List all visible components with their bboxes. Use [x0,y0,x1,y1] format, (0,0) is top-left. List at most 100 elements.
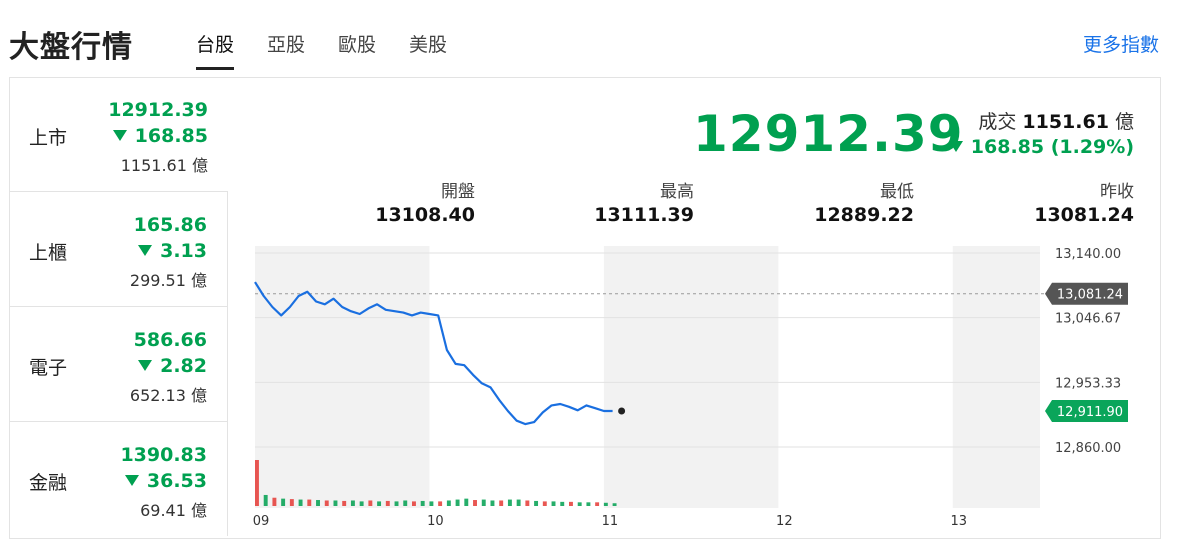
volume-bar [595,502,600,506]
turnover-value: 1151.61 [1022,111,1109,133]
tab-us[interactable]: 美股 [409,34,448,56]
volume-bar [551,501,556,506]
stat-high: 最高 13111.39 [544,177,694,226]
market-panel: 上市 12912.39 168.85 1151.61 億 上櫃 165.86 3… [9,77,1161,539]
volume-bar [272,497,277,506]
volume-bar [255,460,259,506]
stat-label: 最高 [660,182,694,202]
y-tick-label: 13,046.67 [1055,312,1121,327]
sidebar-item-label: 上市 [29,127,68,149]
prev-close-label: 13,081.24 [1057,288,1123,303]
index-change-value: 168.85 [134,125,208,147]
intraday-chart: 13,140.00 13,046.67 12,953.33 12,860.00 09 10… [253,246,1128,529]
down-arrow-icon [112,130,127,141]
index-change: 168.85 [112,125,208,147]
x-tick-label: 13 [951,514,968,529]
stat-label: 昨收 [1100,182,1134,202]
stat-value: 13111.39 [594,204,694,226]
sidebar-item-label: 上櫃 [29,242,68,264]
volume-bar [385,500,390,506]
x-tick-label: 11 [602,514,619,529]
index-volume: 1151.61 億 [120,156,208,175]
page-title: 大盤行情 [9,30,133,65]
volume-bar [263,494,268,506]
down-arrow-icon [138,245,153,256]
y-tick-label: 12,953.33 [1055,376,1121,391]
sidebar-item-label: 電子 [29,357,68,379]
sidebar-item-otc[interactable]: 上櫃 165.86 3.13 299.51 億 [10,192,228,307]
volume-bar [377,501,382,506]
turnover-label: 成交 [978,111,1017,133]
index-volume: 299.51 億 [129,271,207,290]
volume-bar [289,499,294,506]
volume-bar [499,500,504,506]
volume-bar [298,499,303,506]
volume-bar [577,502,582,506]
volume-bar [560,501,565,506]
volume-bar [569,501,573,506]
index-change-value: 3.13 [160,240,207,262]
volume-bar [316,500,320,506]
volume-bar [394,501,399,506]
down-arrow-icon [948,141,963,152]
down-arrow-icon [138,360,153,371]
volume-bar [516,499,521,506]
index-change-value: 36.53 [146,470,207,492]
index-change-value: 2.82 [160,355,207,377]
x-tick-label: 10 [427,514,444,529]
index-value: 586.66 [133,329,207,351]
more-indices-link[interactable]: 更多指數 [1082,34,1159,56]
sidebar-item-electronics[interactable]: 電子 586.66 2.82 652.13 億 [10,307,228,422]
index-change-text: 168.85 (1.29%) [970,136,1134,158]
price-line [254,281,613,426]
volume-bar [542,501,547,506]
volume-bar [359,501,364,506]
y-tick-label: 13,140.00 [1055,247,1121,262]
volume-bar [455,499,460,506]
index-volume: 69.41 億 [140,501,207,520]
stat-value: 13108.40 [375,204,475,226]
stat-value: 12889.22 [814,204,914,226]
index-change: 2.82 [138,355,207,377]
sidebar-item-finance[interactable]: 金融 1390.83 36.53 69.41 億 [10,422,228,536]
volume-bar [429,501,434,506]
tab-asia[interactable]: 亞股 [267,34,306,56]
last-price-label: 12,911.90 [1057,405,1123,420]
down-arrow-icon [124,475,139,486]
last-point-dot [618,407,626,415]
volume-bar [534,500,539,506]
index-volume: 652.13 億 [129,386,207,405]
sidebar-item-listed[interactable]: 上市 12912.39 168.85 1151.61 億 [10,78,228,192]
current-index-value: 12912.39 [693,105,964,163]
hour-band [603,246,779,508]
volume-bar [481,499,486,506]
volume-bar [420,500,425,506]
prev-close-tag [1045,282,1128,305]
volume-bar [612,503,617,506]
stat-low: 最低 12889.22 [764,177,914,226]
index-change: 36.53 [124,470,207,492]
index-sidebar: 上市 12912.39 168.85 1151.61 億 上櫃 165.86 3… [10,78,228,536]
sidebar-item-label: 金融 [29,472,68,494]
stat-label: 最低 [880,182,914,202]
hour-band [255,246,430,508]
index-change-summary: 168.85 (1.29%) [948,136,1134,158]
hour-band [952,246,1040,508]
tab-tw[interactable]: 台股 [196,30,235,70]
market-tabs: 台股 亞股 歐股 美股 [196,30,480,70]
volume-bar [586,502,591,506]
index-value: 165.86 [133,214,207,236]
turnover-unit: 億 [1114,111,1134,133]
volume-bar [438,501,443,506]
tab-europe[interactable]: 歐股 [338,34,377,56]
turnover: 成交 1151.61 億 [978,107,1134,134]
volume-bar [307,499,312,506]
volume-bar [412,501,416,506]
volume-bar [473,500,477,506]
x-tick-label: 12 [776,514,793,529]
last-price-tag [1045,400,1128,423]
volume-bar [464,498,469,506]
volume-bar [368,500,373,506]
stat-prev-close: 昨收 13081.24 [984,177,1134,226]
index-change: 3.13 [138,240,207,262]
